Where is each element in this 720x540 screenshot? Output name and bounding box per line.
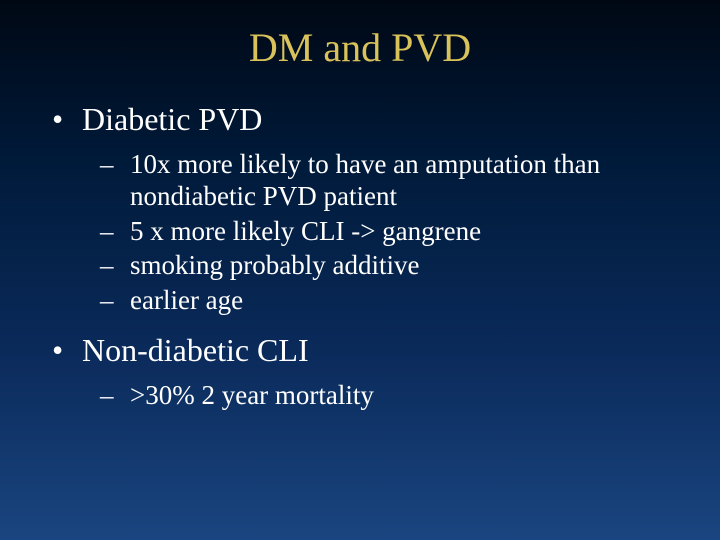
- bullet-text: earlier age: [130, 285, 243, 315]
- slide-title-wrap: DM and PVD: [0, 0, 720, 83]
- bullet-text: Non-diabetic CLI: [82, 332, 309, 368]
- slide-container: DM and PVD Diabetic PVD 10x more likely …: [0, 0, 720, 540]
- bullet-level1: Diabetic PVD: [52, 101, 680, 138]
- slide-content: Diabetic PVD 10x more likely to have an …: [0, 83, 720, 411]
- bullet-level2: 10x more likely to have an amputation th…: [52, 148, 680, 213]
- bullet-text: 5 x more likely CLI -> gangrene: [130, 216, 481, 246]
- bullet-level1: Non-diabetic CLI: [52, 332, 680, 369]
- slide-title: DM and PVD: [249, 25, 471, 70]
- bullet-text: >30% 2 year mortality: [130, 380, 374, 410]
- bullet-text: Diabetic PVD: [82, 101, 262, 137]
- bullet-level2: smoking probably additive: [52, 249, 680, 281]
- spacer: [52, 318, 680, 332]
- bullet-level2: >30% 2 year mortality: [52, 379, 680, 411]
- bullet-text: 10x more likely to have an amputation th…: [130, 149, 600, 211]
- bullet-level2: 5 x more likely CLI -> gangrene: [52, 215, 680, 247]
- bullet-level2: earlier age: [52, 284, 680, 316]
- bullet-text: smoking probably additive: [130, 250, 419, 280]
